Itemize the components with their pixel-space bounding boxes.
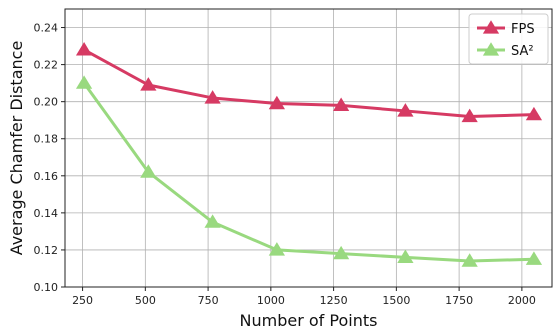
x-tick-label: 2000 — [508, 294, 536, 307]
x-axis-label: Number of Points — [240, 311, 378, 329]
legend-label: FPS — [511, 22, 535, 37]
data-point-marker — [333, 245, 350, 260]
x-tick-label: 750 — [198, 294, 219, 307]
data-point-marker — [140, 77, 157, 91]
legend-label: SA² — [511, 44, 534, 59]
series-1 — [75, 75, 543, 267]
series-layer — [75, 41, 543, 267]
y-tick-label: 0.14 — [34, 207, 59, 220]
data-point-marker — [525, 106, 543, 121]
y-axis-label: Average Chamfer Distance — [7, 41, 26, 256]
series-line — [82, 48, 536, 118]
data-point-marker — [397, 103, 414, 117]
y-tick-label: 0.22 — [34, 59, 59, 72]
data-point-marker — [461, 253, 478, 267]
x-tick-label: 1750 — [445, 294, 473, 307]
x-tick-label: 1000 — [257, 294, 285, 307]
data-point-marker — [75, 75, 93, 89]
legend-marker — [482, 20, 500, 34]
legend-item: SA² — [477, 42, 534, 59]
data-point-marker — [525, 251, 543, 265]
data-point-marker — [75, 41, 93, 56]
y-tick-label: 0.18 — [34, 133, 59, 146]
data-point-marker — [204, 214, 221, 228]
data-point-marker — [461, 108, 478, 123]
data-point-marker — [397, 249, 414, 264]
x-tick-label: 250 — [72, 294, 93, 307]
y-tick-label: 0.16 — [34, 170, 59, 183]
data-point-marker — [333, 97, 350, 112]
ticks: 250 500 750 1000 1250 1500 1750 2000 0.10 0.12 0.1… — [34, 22, 536, 307]
data-point-marker — [268, 95, 285, 110]
series-line — [82, 81, 536, 263]
x-tick-label: 1250 — [320, 294, 348, 307]
y-tick-label: 0.10 — [34, 281, 59, 294]
series-0 — [75, 41, 543, 123]
data-point-marker — [204, 90, 221, 104]
data-point-marker — [140, 164, 157, 178]
legend: FPS SA² — [468, 13, 549, 65]
legend-box — [468, 13, 549, 65]
data-point-marker — [268, 242, 285, 256]
plot-frame — [64, 8, 553, 288]
x-tick-label: 1500 — [382, 294, 410, 307]
y-tick-label: 0.20 — [34, 96, 59, 109]
legend-item: FPS — [477, 20, 535, 37]
y-tick-label: 0.12 — [34, 244, 59, 257]
x-tick-label: 500 — [135, 294, 156, 307]
y-tick-label: 0.24 — [34, 22, 59, 35]
legend-marker — [482, 42, 500, 56]
